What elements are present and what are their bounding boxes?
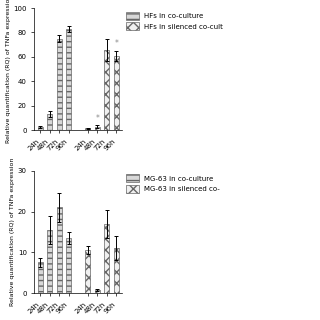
Bar (114, 56, 119, 130)
Bar (66, 29, 71, 130)
Bar (85, 250, 90, 293)
Bar (47, 114, 52, 130)
Bar (57, 207, 62, 293)
Bar (104, 224, 109, 293)
Text: *: * (114, 39, 118, 48)
Text: *: * (95, 114, 99, 123)
Bar (66, 238, 71, 293)
Legend: MG-63 in co-culture, MG-63 in silenced co-: MG-63 in co-culture, MG-63 in silenced c… (126, 174, 220, 193)
Bar (57, 39, 62, 130)
Bar (47, 230, 52, 293)
Bar (95, 290, 100, 293)
Bar (37, 262, 43, 293)
Bar (95, 127, 100, 130)
Bar (114, 248, 119, 293)
Bar (104, 50, 109, 130)
Y-axis label: Relative quantification (RQ) of TNFa expression: Relative quantification (RQ) of TNFa exp… (10, 158, 15, 306)
Y-axis label: Relative quantification (RQ) of TNFa expression: Relative quantification (RQ) of TNFa exp… (5, 0, 11, 143)
Bar (85, 128, 90, 130)
Bar (37, 127, 43, 130)
Legend: HFs in co-culture, HFs in silenced co-cult: HFs in co-culture, HFs in silenced co-cu… (126, 12, 223, 30)
